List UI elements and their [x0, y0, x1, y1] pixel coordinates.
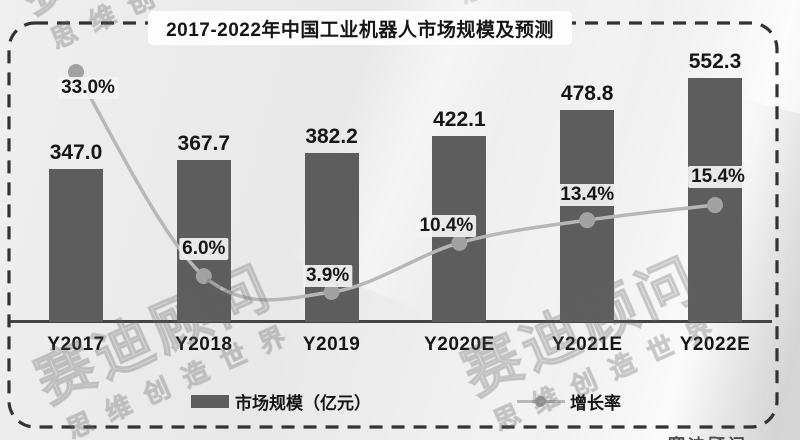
line-data-point: [707, 197, 723, 214]
chart-title: 2017-2022年中国工业机器人市场规模及预测: [166, 19, 554, 41]
legend-item-growth-rate: 增长率: [517, 389, 621, 414]
growth-rate-label: 6.0%: [179, 238, 229, 260]
legend-line-label: 增长率: [570, 394, 621, 413]
legend-line-marker: [517, 396, 565, 407]
attribution-cutoff: 赛迪顾问: [668, 431, 748, 440]
legend-line-dot: [535, 396, 546, 407]
legend: 市场规模（亿元） 增长率: [0, 389, 800, 413]
bar-value-label: 382.2: [305, 125, 358, 149]
x-axis-label: Y2019: [302, 334, 361, 355]
growth-rate-label: 13.4%: [557, 184, 618, 206]
bar-Y2017: [49, 168, 103, 322]
growth-rate-label: 3.9%: [302, 265, 353, 287]
legend-bar-label: 市场规模（亿元）: [235, 394, 371, 413]
bar-value-label: 347.0: [49, 140, 103, 164]
x-axis-label: Y2020E: [424, 334, 495, 355]
line-data-point: [323, 284, 340, 300]
growth-rate-label: 15.4%: [688, 166, 748, 188]
legend-bar-swatch: [191, 395, 229, 408]
line-data-point: [195, 268, 212, 285]
bar-value-label: 422.1: [433, 107, 486, 131]
bar-value-label: 367.7: [177, 131, 231, 155]
x-axis-line: [10, 320, 772, 323]
growth-rate-label: 33.0%: [58, 77, 118, 99]
x-axis-label: Y2018: [175, 334, 233, 355]
chart-title-plate: 2017-2022年中国工业机器人市场规模及预测: [148, 11, 572, 45]
x-axis-label: Y2017: [47, 334, 105, 355]
growth-rate-label: 10.4%: [416, 215, 477, 237]
line-data-point: [579, 212, 596, 229]
growth-line-path: [74, 71, 716, 302]
legend-item-market-size: 市场规模（亿元）: [191, 389, 371, 414]
line-data-point: [68, 63, 84, 80]
line-data-point: [451, 234, 468, 251]
